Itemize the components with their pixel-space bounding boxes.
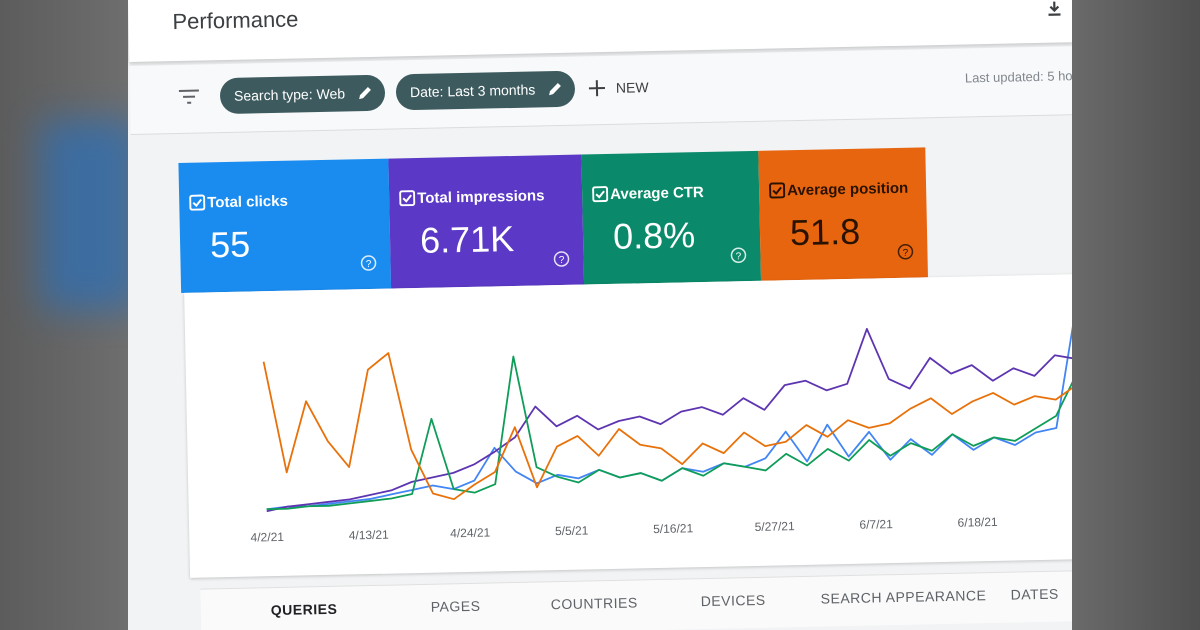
download-button[interactable] xyxy=(1044,0,1064,19)
metric-value: 55 xyxy=(209,223,251,266)
help-circle xyxy=(730,247,747,264)
help-circle xyxy=(360,255,377,271)
x-tick-label: 4/13/21 xyxy=(349,528,390,543)
plus-icon xyxy=(588,80,605,97)
help-icon[interactable]: ? xyxy=(553,251,570,267)
checkbox[interactable] xyxy=(189,194,206,211)
metric-label: Average position xyxy=(786,179,909,200)
checkbox[interactable] xyxy=(592,186,609,203)
metric-label: Total clicks xyxy=(207,192,289,212)
console: Performance Search type: Web Date: Last … xyxy=(128,0,1072,630)
tab[interactable]: DATES xyxy=(1010,585,1059,603)
trend-line xyxy=(266,327,1072,513)
metric-label: Total impressions xyxy=(417,187,545,207)
tab[interactable]: COUNTRIES xyxy=(550,594,638,613)
metric-card[interactable]: Average position 51.8? xyxy=(758,147,928,281)
help-mark: ? xyxy=(736,251,742,262)
checkbox-tick xyxy=(772,186,782,195)
edit-icon xyxy=(549,83,562,96)
metric-value: 51.8 xyxy=(789,210,861,254)
checkbox-box xyxy=(592,186,609,203)
help-icon[interactable]: ? xyxy=(730,247,747,264)
help-circle xyxy=(553,251,570,267)
x-tick-label: 5/27/21 xyxy=(755,519,796,534)
x-tick-label: 4/24/21 xyxy=(450,526,491,541)
checkbox-tick xyxy=(402,194,412,203)
x-tick-label: 5/5/21 xyxy=(555,523,589,538)
line-chart: 4/2/21 4/13/21 4/24/21 5/5/21 5/16/21 5/27/21… xyxy=(250,314,1072,545)
metric-value: 6.71K xyxy=(419,217,515,261)
metric-card[interactable]: Average CTR 0.8%? xyxy=(581,150,762,285)
chart-panel: 4/2/21 4/13/21 4/24/21 5/5/21 5/16/21 5/27/21… xyxy=(184,274,1072,578)
chip-label: Search type: Web xyxy=(233,85,346,104)
top-bar: Performance xyxy=(128,0,1072,62)
help-mark: ? xyxy=(903,248,909,259)
checkbox[interactable] xyxy=(399,190,416,207)
blurred-background xyxy=(1072,0,1200,630)
blurred-background xyxy=(0,0,128,630)
filter-bar: Search type: Web Date: Last 3 months NEW… xyxy=(129,46,1072,135)
x-tick-label: 4/2/21 xyxy=(250,530,284,545)
last-updated: Last updated: 5 hou xyxy=(964,68,1072,86)
search-type-chip[interactable]: Search type: Web xyxy=(219,74,386,115)
help-mark: ? xyxy=(559,255,565,266)
edit-icon xyxy=(359,86,371,100)
trend-line xyxy=(266,355,1072,511)
new-label: NEW xyxy=(615,79,649,96)
checkbox-tick xyxy=(595,190,605,199)
tab[interactable]: PAGES xyxy=(430,597,481,615)
tab[interactable]: DEVICES xyxy=(700,591,766,610)
chip-label: Date: Last 3 months xyxy=(409,81,536,101)
tab[interactable]: QUERIES xyxy=(270,600,338,619)
x-tick-label: 6/18/21 xyxy=(957,515,998,530)
date-chip[interactable]: Date: Last 3 months xyxy=(395,70,576,111)
x-tick-label: 6/7/21 xyxy=(859,517,893,532)
checkbox-box xyxy=(769,182,786,199)
new-filter-button[interactable]: NEW xyxy=(588,69,649,106)
metric-cards: Total clicks 55? Total impressions 6.71K? Av… xyxy=(178,147,928,293)
metric-value: 0.8% xyxy=(612,214,696,257)
checkbox-box xyxy=(189,194,206,211)
metric-card[interactable]: Total clicks 55? xyxy=(178,158,392,293)
x-tick-label: 5/16/21 xyxy=(653,521,694,536)
tab-bar: QUERIES PAGES COUNTRIES DEVICES SEARCH APPEA… xyxy=(200,569,1072,630)
help-mark: ? xyxy=(366,259,372,270)
metric-card[interactable]: Total impressions 6.71K? xyxy=(388,154,585,289)
trend-line xyxy=(266,314,1072,511)
checkbox-tick xyxy=(192,198,202,208)
checkbox[interactable] xyxy=(769,182,786,199)
trend-line xyxy=(262,352,1072,501)
page-title: Performance xyxy=(172,6,299,35)
checkbox-box xyxy=(399,190,416,207)
help-circle xyxy=(897,244,914,260)
help-icon[interactable]: ? xyxy=(360,255,377,271)
help-icon[interactable]: ? xyxy=(897,244,914,260)
filter-icon[interactable] xyxy=(178,89,200,105)
tab[interactable]: SEARCH APPEARANCE xyxy=(820,587,987,607)
screen: Performance Search type: Web Date: Last … xyxy=(128,0,1072,630)
metric-label: Average CTR xyxy=(609,183,704,203)
